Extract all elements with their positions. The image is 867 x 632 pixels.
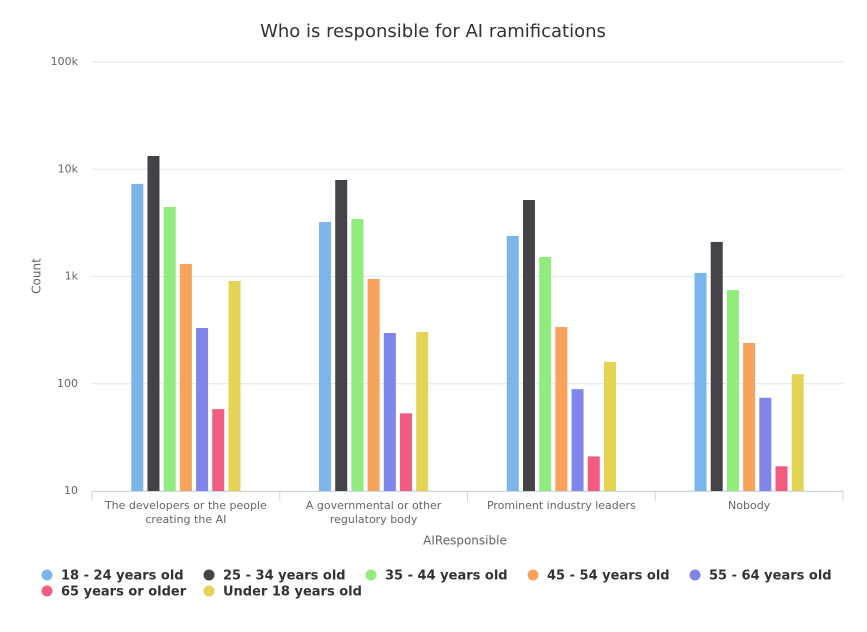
chart-title: Who is responsible for AI ramifications <box>260 21 606 42</box>
y-tick-label: 10k <box>58 162 79 175</box>
bar <box>710 241 723 491</box>
legend-label: 25 - 34 years old <box>223 569 346 584</box>
bar <box>196 327 209 491</box>
bar <box>775 466 788 491</box>
bar <box>522 199 535 491</box>
x-tick-label: Prominent industry leaders <box>486 499 636 512</box>
bar <box>228 280 241 491</box>
bar <box>571 389 584 491</box>
y-tick-label: 10 <box>64 484 78 497</box>
legend-label: 65 years or older <box>61 585 187 600</box>
bar <box>791 374 804 491</box>
bar <box>726 290 739 491</box>
legend-marker <box>365 569 377 581</box>
legend-label: Under 18 years old <box>223 585 362 600</box>
bar <box>506 235 519 491</box>
bar <box>743 342 756 491</box>
bar <box>179 263 192 491</box>
x-axis-title: AIResponsible <box>423 534 507 548</box>
bar <box>163 206 176 492</box>
bar <box>335 179 348 491</box>
legend-marker <box>41 569 53 581</box>
x-tick-label: A governmental or other regulatory body <box>305 499 442 526</box>
legend-label: 35 - 44 years old <box>385 569 508 584</box>
bar <box>603 361 616 491</box>
bar <box>416 331 429 491</box>
legend-marker <box>527 569 539 581</box>
bar <box>147 155 160 491</box>
x-tick-label: Nobody <box>728 499 771 512</box>
legend-label: 18 - 24 years old <box>61 569 184 584</box>
bar <box>367 278 380 491</box>
bar <box>587 456 600 491</box>
y-axis-title: Count <box>30 258 44 294</box>
bar <box>131 183 144 491</box>
legend-marker <box>41 585 53 597</box>
legend-label: 55 - 64 years old <box>709 569 832 584</box>
y-tick-label: 1k <box>65 270 79 283</box>
legend-marker <box>203 569 215 581</box>
y-tick-label: 100 <box>57 377 78 390</box>
legend-label: 45 - 54 years old <box>547 569 670 584</box>
y-tick-label: 100k <box>51 55 79 68</box>
bar <box>319 222 332 491</box>
bar <box>694 272 707 491</box>
bar <box>351 218 364 491</box>
bar <box>539 256 552 491</box>
bar <box>212 409 225 491</box>
bar <box>400 413 413 491</box>
bar <box>383 333 396 491</box>
bar <box>555 327 568 491</box>
legend-marker <box>689 569 701 581</box>
x-tick-label: The developers or the people creating th… <box>104 499 267 526</box>
bar <box>759 397 772 491</box>
legend-marker <box>203 585 215 597</box>
